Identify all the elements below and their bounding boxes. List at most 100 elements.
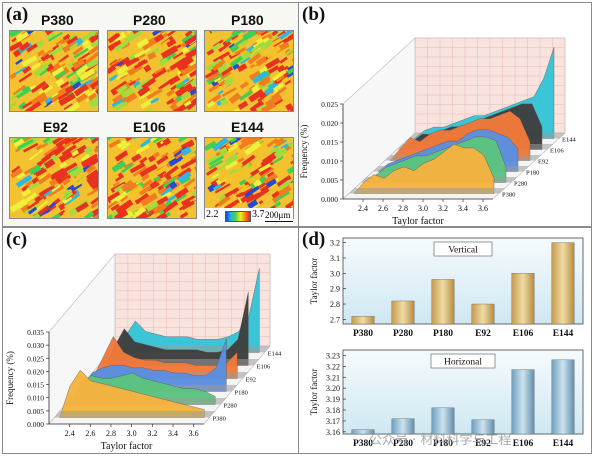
grain xyxy=(72,58,86,70)
grain xyxy=(25,180,33,187)
grain xyxy=(208,159,224,170)
grain xyxy=(87,188,99,197)
grain xyxy=(113,183,126,193)
grain xyxy=(258,181,267,189)
grain xyxy=(254,140,269,153)
grain xyxy=(139,156,148,164)
grain xyxy=(132,30,143,38)
y-tick-label: 3.0 xyxy=(330,269,340,278)
colorbar-min: 2.2 xyxy=(206,209,219,220)
grain xyxy=(162,137,172,146)
grain xyxy=(116,61,124,67)
map-label: P280 xyxy=(133,12,166,28)
grain xyxy=(9,198,28,213)
grain xyxy=(263,172,278,186)
bar-p180 xyxy=(431,407,455,435)
series-label: P380 xyxy=(502,192,515,199)
grain xyxy=(169,168,181,179)
grain xyxy=(82,28,99,42)
grain xyxy=(167,75,181,86)
grain xyxy=(146,163,158,173)
grain xyxy=(34,166,47,178)
grain xyxy=(57,174,72,185)
grain xyxy=(116,64,129,76)
grain xyxy=(43,158,56,169)
grain xyxy=(68,32,77,40)
grain xyxy=(132,80,141,88)
category-label: P280 xyxy=(393,329,413,339)
grain xyxy=(25,101,42,114)
grain xyxy=(175,81,185,90)
grain xyxy=(63,104,73,111)
grain xyxy=(85,164,96,174)
panel-a-label: (a) xyxy=(6,4,29,25)
series-label: P280 xyxy=(514,181,527,188)
grain xyxy=(228,92,242,105)
grain xyxy=(31,176,40,185)
grain xyxy=(28,148,44,161)
grain xyxy=(206,48,215,56)
grain xyxy=(63,191,74,201)
y-tick-label: 3.21 xyxy=(326,373,340,382)
grain xyxy=(180,63,198,77)
y-tick-label: 0.000 xyxy=(321,195,338,204)
grain xyxy=(137,59,147,66)
grain xyxy=(129,162,146,174)
grain xyxy=(55,36,67,46)
grain xyxy=(234,35,250,47)
bar-e144 xyxy=(551,359,575,435)
map-texture xyxy=(203,130,298,224)
grain xyxy=(112,181,120,187)
grain xyxy=(110,193,125,205)
grain xyxy=(89,70,101,80)
category-label: P180 xyxy=(433,329,453,339)
grain xyxy=(31,39,45,52)
grain xyxy=(263,92,274,102)
y-tick-label: 2.8 xyxy=(330,300,340,309)
grain xyxy=(229,55,244,68)
grain xyxy=(224,187,240,198)
grain xyxy=(28,164,42,175)
grain xyxy=(152,202,167,215)
grain xyxy=(134,47,152,59)
grain xyxy=(72,46,84,56)
grain xyxy=(147,51,157,61)
grain xyxy=(142,104,154,112)
grain xyxy=(207,69,223,82)
grain xyxy=(160,151,169,159)
grain xyxy=(54,69,67,79)
grain xyxy=(151,67,167,79)
grain xyxy=(137,85,151,97)
x-tick-label: 2.6 xyxy=(85,429,95,438)
grain xyxy=(83,146,93,155)
grain xyxy=(239,81,249,90)
y-tick-label: 0.010 xyxy=(321,157,338,166)
grain xyxy=(67,61,75,68)
grain xyxy=(29,100,48,114)
grain xyxy=(175,94,184,103)
grain xyxy=(266,137,279,148)
y-tick-label: 0.020 xyxy=(321,119,338,128)
colorbar-max: 3.7 xyxy=(252,209,265,220)
grain xyxy=(120,179,135,192)
grain xyxy=(71,77,79,84)
grain xyxy=(69,166,85,178)
category-label: P380 xyxy=(353,329,373,339)
grain xyxy=(38,184,56,198)
grain xyxy=(46,184,65,198)
grain xyxy=(115,71,128,80)
grain xyxy=(179,211,189,219)
grain xyxy=(40,52,51,62)
y-tick-label: 0.010 xyxy=(27,394,44,403)
grain xyxy=(51,184,62,193)
grain xyxy=(157,170,167,178)
y-tick-label: 0.030 xyxy=(27,341,44,350)
map-label: E92 xyxy=(43,119,68,135)
grain xyxy=(184,29,193,37)
grain xyxy=(114,150,129,162)
grain xyxy=(86,169,99,180)
grain xyxy=(41,142,49,148)
y-tick-label: 3.2 xyxy=(330,239,340,248)
